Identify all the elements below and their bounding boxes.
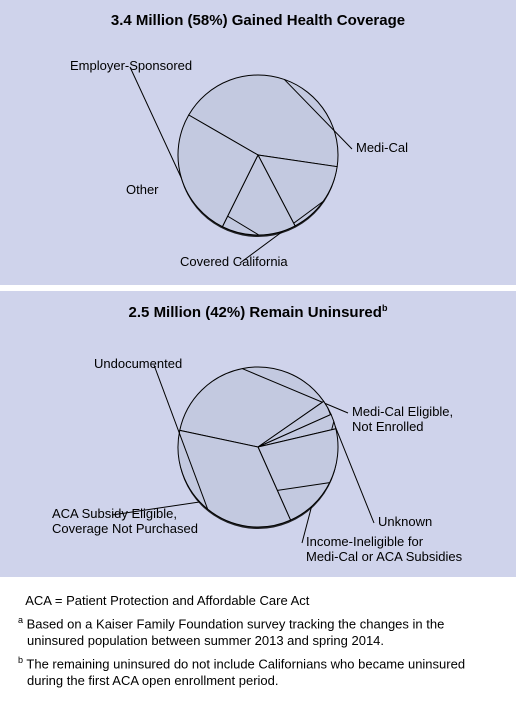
footnote-aca-def: ACA = Patient Protection and Affordable … (18, 593, 502, 609)
pie-label: Covered California (180, 255, 288, 270)
panel2-title: 2.5 Million (42%) Remain Uninsuredb (8, 303, 508, 321)
pie-label: Income-Ineligible forMedi-Cal or ACA Sub… (306, 535, 462, 565)
footnotes: ACA = Patient Protection and Affordable … (0, 583, 516, 705)
panel2-title-sup: b (382, 303, 388, 313)
panel1-title: 3.4 Million (58%) Gained Health Coverage (8, 12, 508, 29)
panel-remain-uninsured: 2.5 Million (42%) Remain Uninsuredb Medi… (0, 291, 516, 577)
pie-label: Medi-Cal (356, 141, 408, 156)
pie-label: Undocumented (94, 357, 182, 372)
panel1-chart: Medi-Cal Covered California Other Employer-… (8, 37, 508, 267)
panel2-chart: Medi-Cal Eligible,Not EnrolledUnknownInc… (8, 329, 508, 559)
pie-label: Medi-Cal Eligible,Not Enrolled (352, 405, 453, 435)
pie-label: Employer-Sponsored (70, 59, 192, 74)
panel2-title-text: 2.5 Million (42%) Remain Uninsured (129, 304, 382, 321)
footnote-a: a Based on a Kaiser Family Foundation su… (18, 615, 502, 649)
pie-label: Other (126, 183, 159, 198)
panel-gained-coverage: 3.4 Million (58%) Gained Health Coverage… (0, 0, 516, 285)
pie-label: ACA Subsidy Eligible,Coverage Not Purcha… (52, 507, 198, 537)
pie-label: Unknown (378, 515, 432, 530)
footnote-b: b The remaining uninsured do not include… (18, 655, 502, 689)
